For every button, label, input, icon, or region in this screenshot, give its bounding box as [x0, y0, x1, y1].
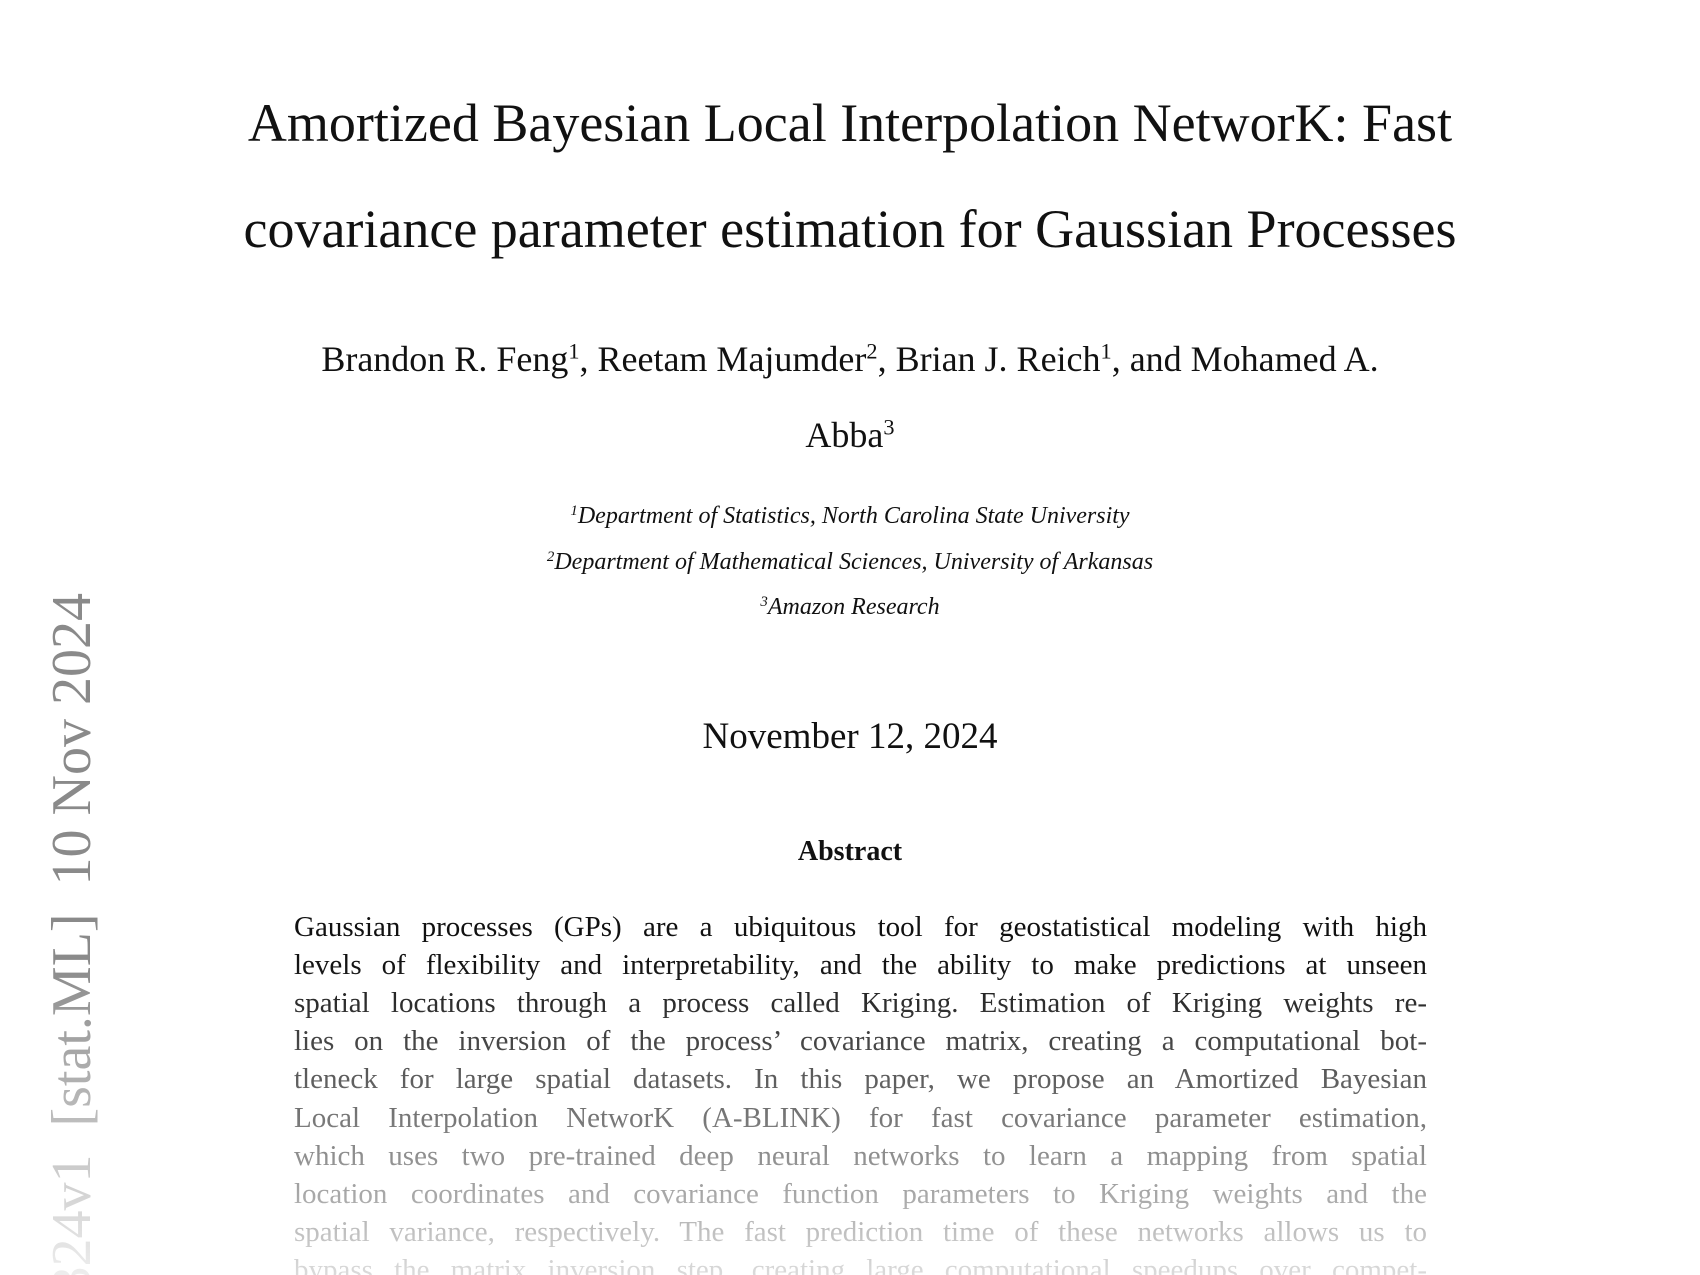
author-sup: 2 [866, 338, 878, 364]
affiliation-sup: 3 [760, 593, 768, 610]
affiliation: 3Amazon Research [0, 594, 1700, 621]
author-name: , Brian J. Reich [877, 339, 1101, 379]
author-sup: 1 [1100, 338, 1112, 364]
date: November 12, 2024 [702, 716, 998, 757]
affiliation-text: Amazon Research [767, 594, 940, 620]
author-line: Brandon R. Feng1, Reetam Majumder2, Bria… [0, 338, 1700, 380]
abstract-line: tleneck for large spatial datasets. In t… [294, 1063, 1427, 1096]
title-line: covariance parameter estimation for Gaus… [243, 199, 1457, 259]
affiliation-sup: 2 [546, 548, 555, 565]
affiliation: 2Department of Mathematical Sciences, Un… [0, 549, 1700, 576]
arxiv-watermark: 324v1 [stat.ML] 10 Nov 2024 [41, 593, 103, 1275]
abstract-line: which uses two pre-trained deep neural n… [294, 1139, 1427, 1172]
abstract-line: Local Interpolation NetworK (A-BLINK) fo… [294, 1101, 1427, 1134]
author-line: Abba3 [0, 414, 1700, 456]
author-name: Brandon R. Feng [321, 339, 569, 379]
title-line: Amortized Bayesian Local Interpolation N… [247, 93, 1453, 153]
affiliation-sup: 1 [570, 502, 578, 519]
abstract-line: location coordinates and covariance func… [294, 1177, 1427, 1210]
abstract-line: Gaussian processes (GPs) are a ubiquitou… [294, 911, 1427, 943]
author-name: Abba [805, 415, 884, 455]
abstract-line: lies on the inversion of the process’ co… [294, 1025, 1427, 1058]
abstract-line: spatial variance, respectively. The fast… [294, 1215, 1427, 1248]
abstract-heading: Abstract [797, 836, 903, 867]
author-name: , Reetam Majumder [579, 339, 867, 379]
abstract-line: levels of flexibility and interpretabili… [294, 949, 1427, 982]
author-sup: 3 [883, 414, 895, 440]
abstract-line: spatial locations through a process call… [294, 987, 1427, 1020]
affiliation-text: Department of Statistics, North Carolina… [577, 503, 1130, 529]
author-name: , and Mohamed A. [1111, 339, 1379, 379]
affiliation: 1Department of Statistics, North Carolin… [0, 503, 1700, 530]
author-sup: 1 [568, 338, 580, 364]
abstract-line: bypass the matrix inversion step, creati… [294, 1253, 1427, 1275]
affiliation-text: Department of Mathematical Sciences, Uni… [554, 548, 1154, 575]
